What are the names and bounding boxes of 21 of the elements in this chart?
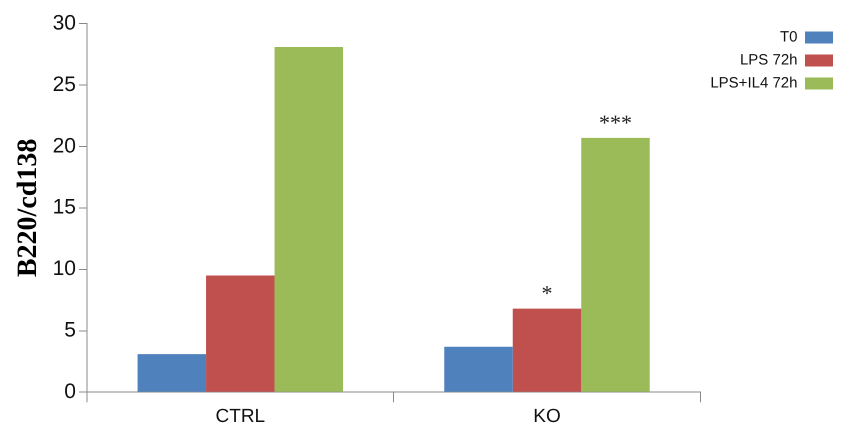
legend-label: LPS+IL4 72h: [710, 74, 798, 92]
y-tick-label: 5: [64, 318, 76, 342]
x-tick-label: CTRL: [215, 406, 266, 427]
y-tick-label: 10: [52, 257, 76, 280]
bar: [444, 346, 513, 392]
bar: [512, 308, 582, 392]
bar: [274, 46, 344, 392]
y-tick-label: 30: [52, 11, 76, 34]
annotation: ***: [598, 110, 632, 135]
bar: [138, 354, 206, 392]
y-tick-label: 15: [52, 196, 76, 219]
legend-label: T0: [780, 28, 798, 46]
y-tick-label: 0: [64, 380, 76, 403]
annotation: *: [541, 280, 552, 306]
y-tick-label: 25: [52, 72, 76, 96]
bar: [206, 275, 275, 392]
x-tick-label: KO: [533, 406, 561, 427]
y-tick-label: 20: [52, 134, 76, 158]
legend-label: LPS 72h: [740, 52, 798, 69]
bar: [581, 138, 650, 392]
y-axis-title: B220/cd138: [12, 138, 44, 278]
